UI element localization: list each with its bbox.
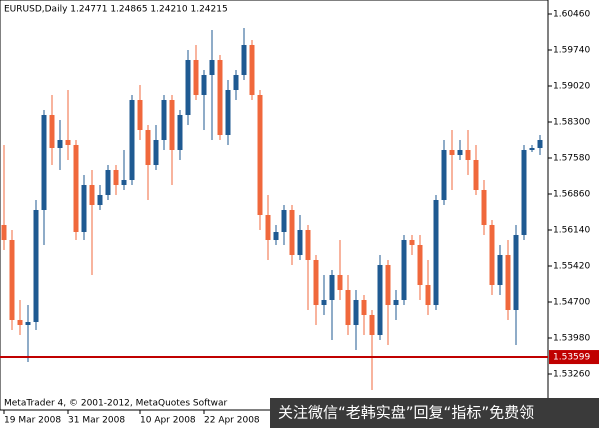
y-tick-label: 1.58300	[553, 118, 590, 128]
candle-body	[321, 300, 327, 305]
candle-body	[273, 232, 279, 240]
candle-body	[449, 150, 455, 155]
candle-body	[361, 300, 367, 315]
candle-body	[265, 215, 271, 240]
candle-body	[433, 200, 439, 305]
y-tick-label: 1.59020	[553, 82, 590, 92]
candle-body	[209, 60, 215, 75]
candle-body	[193, 60, 199, 95]
candle-body	[305, 230, 311, 260]
candle-body	[49, 115, 55, 148]
candle-body	[113, 170, 119, 185]
candle-body	[217, 60, 223, 135]
candle-body	[73, 145, 79, 232]
candle-body	[465, 150, 471, 160]
candle-body	[81, 185, 87, 232]
y-tick-label: 1.53260	[553, 370, 590, 380]
y-tick-label: 1.56860	[553, 190, 590, 200]
candle-body	[41, 115, 47, 210]
candle-body	[369, 315, 375, 335]
candle-body	[337, 275, 343, 290]
candle-body	[313, 260, 319, 305]
candle-body	[153, 140, 159, 165]
candle-body	[353, 300, 359, 325]
candle-body	[249, 45, 255, 95]
candle-body	[377, 265, 383, 335]
candle-body	[9, 240, 15, 320]
candle-body	[417, 245, 423, 285]
candle-body	[537, 140, 543, 148]
candle-body	[105, 170, 111, 195]
y-tick-label: 1.57580	[553, 154, 590, 164]
candle-body	[33, 210, 39, 322]
candle-body	[225, 90, 231, 135]
candle-body	[185, 60, 191, 115]
candle-body	[257, 95, 263, 215]
candle-body	[241, 45, 247, 75]
x-tick-label: 31 Mar 2008	[68, 416, 125, 426]
candle-body	[385, 265, 391, 305]
candle-body	[329, 275, 335, 300]
y-tick-label: 1.55420	[553, 262, 590, 272]
x-tick-label: 19 Mar 2008	[4, 416, 61, 426]
level-label: 1.53599	[553, 353, 590, 363]
candle-body	[457, 150, 463, 155]
candle-body	[441, 150, 447, 200]
candle-body	[425, 285, 431, 305]
candle-body	[201, 75, 207, 95]
watermark: 关注微信“老韩实盘”回复“指标”免费领	[278, 404, 534, 422]
candle-body	[393, 300, 399, 305]
candle-body	[1, 225, 7, 240]
candle-body	[529, 148, 535, 150]
footer: MetaTrader 4, © 2001-2012, MetaQuotes So…	[4, 399, 228, 409]
y-tick-label: 1.59740	[553, 46, 590, 56]
candle-body	[513, 235, 519, 310]
candle-body	[169, 100, 175, 150]
candle-body	[345, 290, 351, 325]
candle-body	[57, 140, 63, 148]
candle-body	[497, 255, 503, 285]
candle-body	[521, 150, 527, 235]
candle-body	[409, 240, 415, 245]
candle-body	[129, 100, 135, 180]
candle-body	[233, 75, 239, 90]
candle-body	[297, 230, 303, 255]
level-label-box	[549, 350, 599, 365]
candle-body	[489, 225, 495, 285]
candle-body	[401, 240, 407, 300]
candle-body	[177, 115, 183, 150]
y-tick-label: 1.54700	[553, 298, 590, 308]
candle-body	[505, 255, 511, 310]
candle-body	[17, 320, 23, 325]
chart-title: EURUSD,Daily 1.24771 1.24865 1.24210 1.2…	[4, 5, 228, 15]
candle-body	[89, 185, 95, 205]
x-tick-label: 10 Apr 2008	[140, 416, 196, 426]
candle-body	[25, 322, 31, 325]
candle-body	[137, 100, 143, 130]
candle-body	[145, 130, 151, 165]
candle-body	[481, 190, 487, 225]
candle-body	[161, 100, 167, 140]
candle-body	[289, 210, 295, 255]
y-tick-label: 1.60460	[553, 10, 590, 20]
candle-body	[121, 180, 127, 185]
y-tick-label: 1.56140	[553, 226, 590, 236]
candle-body	[281, 210, 287, 232]
watermark-box	[270, 398, 599, 428]
y-tick-label: 1.53980	[553, 334, 590, 344]
candle-body	[65, 140, 71, 145]
candle-body	[97, 195, 103, 205]
x-tick-label: 22 Apr 2008	[204, 416, 260, 426]
candle-body	[473, 160, 479, 190]
